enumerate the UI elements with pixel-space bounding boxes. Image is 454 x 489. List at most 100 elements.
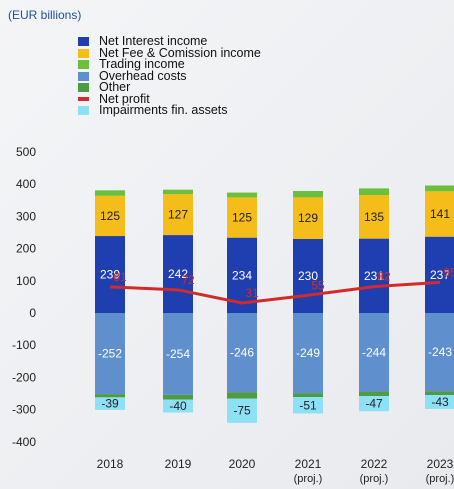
- data-label: 125: [100, 209, 120, 223]
- bar-segment: [359, 188, 389, 196]
- bar-segment: [425, 395, 454, 409]
- legend-item-net-fee: Net Fee & Comission income: [78, 45, 261, 60]
- bar-segment: [227, 197, 257, 238]
- net-profit-label: 55: [311, 278, 325, 292]
- legend-label: Impairments fin. assets: [99, 103, 228, 117]
- data-label: 234: [232, 268, 252, 282]
- bar-segment: [163, 313, 193, 395]
- unit-label: (EUR billions): [8, 8, 82, 22]
- data-label: 125: [232, 211, 252, 225]
- y-tick-label: -300: [12, 403, 36, 417]
- bar-segment: [95, 397, 125, 410]
- y-tick-label: -400: [12, 435, 36, 449]
- bar-segment: [227, 392, 257, 399]
- data-label: -39: [101, 397, 119, 411]
- data-label: -51: [299, 398, 317, 412]
- legend-label: Net Fee & Comission income: [99, 45, 261, 60]
- legend-label: Net profit: [99, 91, 150, 106]
- x-tick-label: 2021: [295, 457, 322, 471]
- legend-item-net-interest: Net Interest income: [78, 34, 261, 48]
- data-label: -43: [431, 395, 449, 409]
- bar-segment: [293, 313, 323, 394]
- data-label: 141: [430, 207, 450, 221]
- y-tick-label: 200: [16, 242, 36, 256]
- legend-swatch: [78, 37, 89, 47]
- data-label: 127: [168, 208, 188, 222]
- bar-segment: [425, 391, 454, 396]
- x-tick-label: 2020: [229, 457, 256, 471]
- bar-segment: [95, 313, 125, 395]
- bar-segment: [163, 189, 193, 195]
- x-tick-sublabel: (proj.): [426, 473, 454, 485]
- bar-segment: [95, 195, 125, 237]
- legend-label: Trading income: [99, 57, 185, 71]
- data-label: 231: [364, 269, 384, 283]
- bar-segment: [95, 236, 125, 313]
- bar-segment: [227, 313, 257, 393]
- net-profit-label: 72: [181, 273, 195, 287]
- bar-segment: [359, 396, 389, 412]
- net-profit-label: 81: [113, 270, 127, 284]
- legend-swatch: [78, 106, 89, 116]
- bar-segment: [359, 195, 389, 239]
- y-tick-label: 300: [16, 209, 36, 223]
- y-tick-label: 0: [29, 306, 36, 320]
- data-label: -249: [296, 346, 320, 360]
- net-profit-label: 82: [377, 270, 391, 284]
- bar-segment: [425, 191, 454, 237]
- legend-label: Other: [99, 80, 131, 94]
- bar-segment: [95, 190, 125, 196]
- legend-swatch: [78, 48, 89, 58]
- bar-segment: [359, 238, 389, 313]
- bar-segment: [359, 391, 389, 397]
- y-tick-label: 400: [16, 177, 36, 191]
- bar-segment: [293, 238, 323, 313]
- legend-label: Overhead costs: [99, 68, 187, 83]
- legend-item-other: Other: [78, 80, 261, 94]
- net-profit-label: 31: [245, 286, 259, 300]
- data-label: -254: [166, 347, 190, 361]
- bar-segment: [293, 393, 323, 398]
- bar-segment: [425, 236, 454, 313]
- bar-segment: [293, 197, 323, 239]
- data-label: 135: [364, 210, 384, 224]
- legend: Net Interest income Net Fee & Comission …: [78, 34, 261, 117]
- bar-segment: [163, 394, 193, 400]
- data-label: -243: [428, 345, 452, 359]
- data-label: -252: [98, 347, 122, 361]
- data-label: 129: [298, 211, 318, 225]
- bar-segment: [95, 394, 125, 398]
- data-label: 239: [100, 268, 120, 282]
- legend-swatch: [78, 97, 89, 102]
- legend-swatch: [78, 71, 89, 81]
- bar-segment: [163, 194, 193, 236]
- x-tick-label: 2023: [427, 457, 454, 471]
- legend-item-overhead: Overhead costs: [78, 68, 261, 83]
- data-label: -75: [233, 404, 251, 418]
- bar-segment: [293, 190, 323, 198]
- data-label: 237: [430, 268, 450, 282]
- net-profit-line: [109, 280, 441, 305]
- bar-segment: [163, 235, 193, 313]
- legend-swatch: [78, 83, 89, 93]
- data-label: 230: [298, 269, 318, 283]
- x-tick-label: 2018: [97, 457, 124, 471]
- x-tick-sublabel: (proj.): [294, 473, 323, 485]
- bar-segment: [425, 313, 454, 392]
- legend-label: Net Interest income: [99, 34, 208, 48]
- data-label: -244: [362, 345, 386, 359]
- net-profit-label: 95: [443, 265, 454, 279]
- bar-segment: [227, 398, 257, 423]
- y-tick-label: -200: [12, 370, 36, 384]
- bar-segment: [293, 397, 323, 414]
- y-tick-label: -100: [12, 338, 36, 352]
- x-tick-label: 2019: [165, 457, 192, 471]
- legend-swatch: [78, 60, 89, 70]
- x-tick-label: 2022: [361, 457, 388, 471]
- data-label: -47: [365, 397, 383, 411]
- y-tick-label: 500: [16, 145, 36, 159]
- legend-item-impairments: Impairments fin. assets: [78, 103, 261, 117]
- bar-segment: [227, 192, 257, 198]
- legend-item-trading: Trading income: [78, 57, 261, 71]
